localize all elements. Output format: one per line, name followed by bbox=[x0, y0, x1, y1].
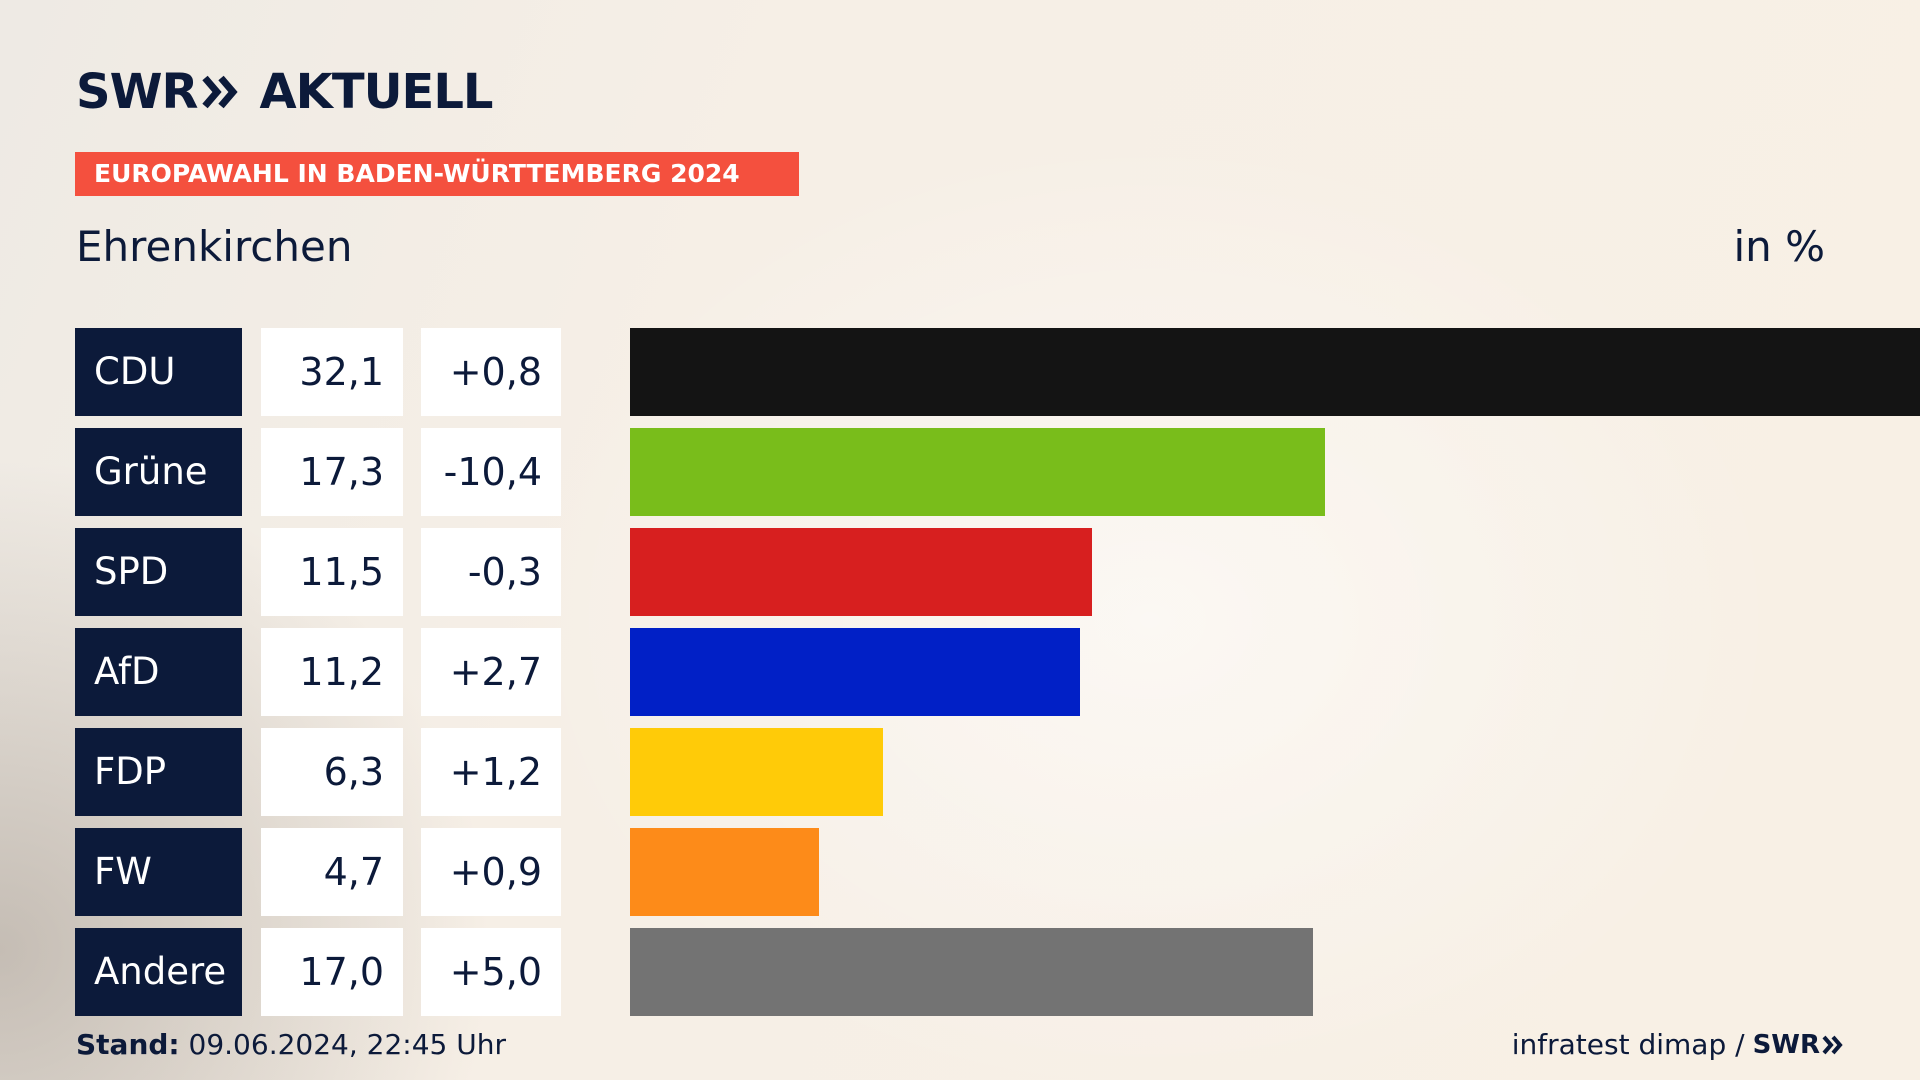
stand-value: 09.06.2024, 22:45 Uhr bbox=[188, 1028, 506, 1061]
source-credit: infratest dimap / SWR bbox=[1512, 1028, 1844, 1061]
party-label: Grüne bbox=[75, 428, 242, 516]
bar-andere bbox=[630, 928, 1313, 1016]
unit-label: in % bbox=[1733, 222, 1825, 271]
vote-share-label: 6,3 bbox=[261, 728, 403, 816]
change-label: +2,7 bbox=[421, 628, 561, 716]
vote-share-label: 17,3 bbox=[261, 428, 403, 516]
party-label: FDP bbox=[75, 728, 242, 816]
source-text: infratest dimap / bbox=[1511, 1028, 1745, 1061]
party-label: FW bbox=[75, 828, 242, 916]
change-label: +0,8 bbox=[421, 328, 561, 416]
mini-chevron-icon bbox=[1822, 1035, 1843, 1054]
bar-cdu bbox=[630, 328, 1920, 416]
stand-label: Stand: bbox=[76, 1028, 180, 1061]
change-label: +1,2 bbox=[421, 728, 561, 816]
bar-spd bbox=[630, 528, 1092, 616]
logo-product: AKTUELL bbox=[259, 64, 493, 120]
swr-mini-logo: SWR bbox=[1753, 1030, 1844, 1060]
vote-share-label: 17,0 bbox=[261, 928, 403, 1016]
swr-aktuell-logo: SWR AKTUELL bbox=[76, 62, 494, 122]
mini-logo-text: SWR bbox=[1752, 1029, 1820, 1060]
bar-fdp bbox=[630, 728, 883, 816]
bar-fw bbox=[630, 828, 819, 916]
vote-share-label: 4,7 bbox=[261, 828, 403, 916]
change-label: +0,9 bbox=[421, 828, 561, 916]
bar-afd bbox=[630, 628, 1080, 716]
bar-grne bbox=[630, 428, 1325, 516]
double-chevron-icon bbox=[201, 72, 241, 112]
change-label: -0,3 bbox=[421, 528, 561, 616]
party-label: CDU bbox=[75, 328, 242, 416]
election-banner: EUROPAWAHL IN BADEN-WÜRTTEMBERG 2024 bbox=[75, 152, 799, 196]
party-label: Andere bbox=[75, 928, 242, 1016]
change-label: +5,0 bbox=[421, 928, 561, 1016]
vote-share-label: 32,1 bbox=[261, 328, 403, 416]
logo-brand: SWR bbox=[76, 64, 198, 120]
change-label: -10,4 bbox=[421, 428, 561, 516]
vote-share-label: 11,2 bbox=[261, 628, 403, 716]
municipality-title: Ehrenkirchen bbox=[76, 222, 353, 271]
party-label: AfD bbox=[75, 628, 242, 716]
vote-share-label: 11,5 bbox=[261, 528, 403, 616]
party-label: SPD bbox=[75, 528, 242, 616]
timestamp: Stand: 09.06.2024, 22:45 Uhr bbox=[76, 1028, 506, 1061]
